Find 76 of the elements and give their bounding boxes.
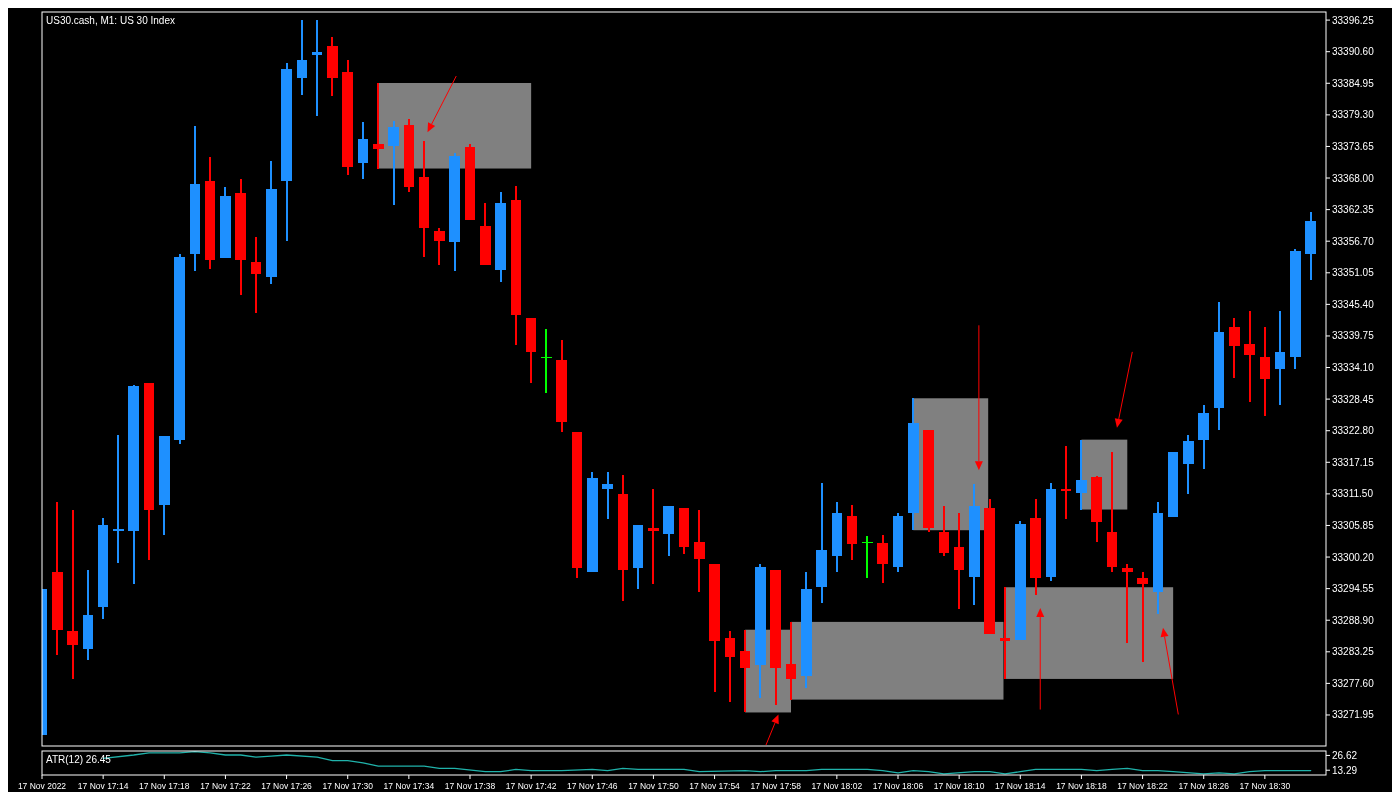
y-tick-label: 33396.25 — [1332, 14, 1375, 26]
y-tick-label: 33368.00 — [1332, 172, 1375, 184]
x-tick-label: 17 Nov 17:22 — [200, 781, 251, 791]
x-tick-label: 17 Nov 17:46 — [567, 781, 618, 791]
x-tick-label: 17 Nov 18:10 — [933, 781, 985, 791]
candlestick — [1259, 326, 1271, 417]
y-tick-label: 33305.85 — [1332, 519, 1375, 531]
y-tick-label: 33351.05 — [1332, 267, 1375, 279]
y-tick-label: 33362.35 — [1332, 204, 1375, 216]
chart-title: ATR(12) 26.45 — [46, 754, 112, 765]
x-tick-label: 17 Nov 17:34 — [383, 781, 435, 791]
candlestick — [724, 630, 736, 704]
y-tick-label: 33288.90 — [1332, 614, 1375, 626]
candlestick — [938, 504, 950, 557]
y-tick-label: 33345.40 — [1332, 298, 1375, 310]
candlestick — [388, 120, 399, 206]
candlestick — [693, 509, 705, 594]
y-tick-label: 33390.60 — [1332, 46, 1375, 58]
x-tick-label: 17 Nov 17:14 — [77, 781, 129, 791]
x-tick-label: 17 Nov 17:30 — [322, 781, 374, 791]
candlestick — [1060, 445, 1072, 521]
y-tick-label: 33317.15 — [1332, 456, 1375, 468]
candlestick — [434, 227, 445, 267]
x-tick-label: 17 Nov 18:18 — [1056, 781, 1107, 791]
candlestick — [877, 534, 889, 585]
candlestick — [953, 512, 965, 611]
x-tick-label: 17 Nov 18:22 — [1117, 781, 1169, 791]
candlestick — [1121, 562, 1133, 645]
y-tick-label: 13.29 — [1332, 764, 1358, 776]
candlestick — [67, 509, 78, 680]
x-tick-label: 17 Nov 18:14 — [995, 781, 1046, 791]
y-tick-label: 33379.30 — [1332, 109, 1375, 121]
y-tick-label: 33373.65 — [1332, 140, 1375, 152]
candlestick — [372, 82, 384, 170]
candlestick — [1183, 433, 1194, 496]
candlestick — [1137, 571, 1148, 664]
y-tick-label: 33277.60 — [1332, 677, 1375, 689]
x-tick-label: 17 Nov 17:38 — [444, 781, 496, 791]
candlestick — [1244, 310, 1255, 404]
candlestick — [739, 628, 751, 714]
y-tick-label: 33300.20 — [1332, 551, 1375, 563]
x-tick-label: 17 Nov 18:30 — [1239, 781, 1291, 791]
y-tick-label: 33339.75 — [1332, 330, 1375, 342]
x-tick-label: 17 Nov 17:18 — [139, 781, 190, 791]
x-tick-label: 17 Nov 17:54 — [689, 781, 741, 791]
candlestick — [296, 18, 308, 96]
x-tick-label: 17 Nov 17:42 — [505, 781, 557, 791]
candlestick — [1076, 438, 1087, 511]
x-tick-label: 17 Nov 17:50 — [628, 781, 679, 791]
y-tick-label: 33384.95 — [1332, 77, 1375, 89]
y-tick-label: 33334.10 — [1332, 362, 1375, 374]
y-tick-label: 33311.50 — [1332, 488, 1374, 500]
x-tick-label: 17 Nov 17:26 — [261, 781, 313, 791]
candlestick — [785, 620, 797, 701]
candlestick — [648, 487, 659, 586]
y-tick-label: 33271.95 — [1332, 709, 1375, 721]
y-tick-label: 33294.55 — [1332, 583, 1375, 595]
candlestick — [1228, 317, 1240, 380]
x-tick-label: 17 Nov 2022 — [17, 781, 67, 791]
candlestick — [602, 471, 613, 521]
y-tick-label: 33283.25 — [1332, 646, 1375, 658]
candlestick — [113, 434, 124, 564]
y-tick-label: 33328.45 — [1332, 393, 1375, 405]
candlestick — [1274, 309, 1286, 406]
y-tick-label: 33356.70 — [1332, 235, 1375, 247]
x-tick-label: 17 Nov 18:06 — [872, 781, 924, 791]
x-tick-label: 17 Nov 17:58 — [750, 781, 802, 791]
candlestick — [541, 327, 552, 395]
candlestick — [250, 236, 262, 315]
y-tick-label: 26.62 — [1332, 749, 1358, 761]
x-tick-label: 17 Nov 18:26 — [1178, 781, 1230, 791]
candlestick — [311, 18, 323, 117]
candlestick — [862, 534, 873, 580]
chart-title: US30.cash, M1: US 30 Index — [46, 15, 175, 26]
y-tick-label: 33322.80 — [1332, 425, 1375, 437]
x-tick-label: 17 Nov 18:02 — [811, 781, 863, 791]
